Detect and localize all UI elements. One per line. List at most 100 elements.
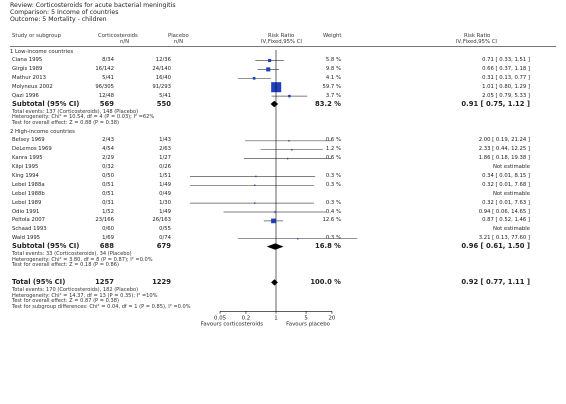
- study-square: [297, 238, 299, 240]
- treatment-events: 8/34: [102, 57, 114, 63]
- header-divider: [10, 46, 556, 47]
- total-note: Test for subgroup differences: Chi² = 0.…: [12, 303, 191, 310]
- treatment-events: 1/69: [102, 235, 114, 242]
- study-name: Kanra 1995: [12, 155, 43, 162]
- study-ci: 0.66 [ 0.37, 1.18 ]: [482, 65, 530, 72]
- treatment-events: 96/305: [95, 83, 114, 90]
- study-ci: 3.21 [ 0.13, 77.60 ]: [478, 235, 530, 242]
- study-row: Kilpi 1995 0/32 0/26 Not estimable: [0, 163, 566, 172]
- study-row: Peltola 2007 23/166 26/163 12.6 % 0.87 [ 0.5…: [0, 216, 566, 225]
- x-tick-label: 1: [274, 315, 277, 321]
- control-events: 2/63: [159, 146, 171, 153]
- study-row: King 1994 0/50 1/51 0.3 % 0.34 [ 0.01, 8.15 …: [0, 172, 566, 181]
- study-weight: 1.2 %: [325, 146, 341, 153]
- total-label: Total (95% CI): [12, 277, 66, 286]
- study-ci: 0.32 [ 0.01, 7.63 ]: [482, 199, 530, 206]
- col-control-sub: n/N: [174, 39, 184, 45]
- outcome-title: Outcome: 5 Mortality - children: [10, 16, 107, 23]
- control-events: 1/49: [159, 208, 171, 215]
- subgroup-note: Test for overall effect: Z = 0.88 (P = 0…: [12, 119, 119, 126]
- treatment-events: 0/51: [102, 181, 114, 188]
- study-row: Wald 1995 1/69 0/74 0.3 % 3.21 [ 0.13, 77.60…: [0, 234, 566, 243]
- total-note: Heterogeneity: Chi² = 14.37, df = 13 (P …: [12, 292, 158, 299]
- subtotal-control: 679: [156, 242, 171, 251]
- control-events: 16/40: [155, 74, 171, 81]
- subtotal-ci: 0.96 [ 0.61, 1.50 ]: [461, 242, 530, 251]
- pooled-diamond: [271, 279, 278, 286]
- study-weight: 0.4 %: [325, 208, 341, 215]
- col-rr2: Risk Ratio: [464, 33, 491, 39]
- favours-left-label: Favours corticosteroids: [201, 321, 263, 327]
- study-name: Odio 1991: [12, 208, 40, 215]
- subtotal-label: Subtotal (95% CI): [12, 99, 80, 108]
- study-square: [252, 76, 256, 80]
- treatment-events: 16/142: [95, 65, 114, 72]
- study-ci: 2.33 [ 0.44, 12.25 ]: [478, 146, 530, 153]
- treatment-events: 12/48: [98, 92, 114, 99]
- study-name: DeLemos 1969: [12, 146, 52, 153]
- treatment-events: 2/43: [102, 137, 114, 144]
- subgroup-note: Test for overall effect: Z = 0.18 (P = 0…: [12, 262, 119, 269]
- col-rr-sub: IV,Fixed,95% CI: [261, 39, 302, 45]
- treatment-events: 2/29: [102, 155, 114, 162]
- total-note: Total events: 170 (Corticosteroids), 182…: [12, 286, 139, 293]
- treatment-events: 4/54: [102, 146, 114, 153]
- study-ci: 1.86 [ 0.18, 19.38 ]: [478, 155, 530, 162]
- study-square: [291, 148, 293, 151]
- study-ci: 0.34 [ 0.01, 8.15 ]: [482, 172, 530, 179]
- study-name: Ciana 1995: [12, 57, 43, 63]
- study-row: Schaad 1993 0/60 0/55 Not estimable: [0, 225, 566, 234]
- study-row: Ciana 1995 8/34 12/36 5.8 % 0.71 [ 0.33, 1.5…: [0, 56, 566, 65]
- study-weight: 0.6 %: [325, 155, 341, 162]
- study-weight: 0.6 %: [325, 137, 341, 144]
- study-row: Lebel 1988a 0/51 1/49 0.3 % 0.32 [ 0.01, 7.6…: [0, 181, 566, 190]
- study-square: [268, 58, 272, 63]
- subtotal-treatment: 569: [99, 99, 114, 108]
- study-ci: 0.87 [ 0.52, 1.46 ]: [482, 217, 530, 224]
- study-square: [286, 157, 289, 160]
- treatment-events: 0/32: [102, 164, 114, 170]
- study-square: [274, 211, 276, 213]
- study-square: [254, 184, 256, 186]
- subtotal-row: Subtotal (95% CI) 688 679 16.8 % 0.96 [ 0.61…: [0, 242, 566, 251]
- control-events: 12/36: [155, 57, 171, 63]
- subtotal-weight: 16.8 %: [315, 242, 341, 251]
- study-weight: 9.8 %: [325, 65, 341, 72]
- study-ci: Not estimable: [492, 190, 530, 197]
- treatment-events: 23/166: [95, 217, 114, 224]
- subgroup-note: Total events: 137 (Corticosteroids), 148…: [12, 108, 139, 115]
- study-square: [271, 218, 276, 224]
- treatment-events: 0/51: [102, 190, 114, 197]
- study-row: Kanra 1995 2/29 1/27 0.6 % 1.86 [ 0.18, 19.3…: [0, 154, 566, 163]
- control-events: 91/293: [152, 83, 171, 90]
- col-control: Placebo: [168, 33, 189, 39]
- study-row: Girgis 1989 16/142 24/140 9.8 % 0.66 [ 0.37,…: [0, 65, 566, 74]
- study-ci: 2.05 [ 0.79, 5.33 ]: [482, 92, 530, 99]
- study-ci: 1.01 [ 0.80, 1.29 ]: [482, 83, 530, 90]
- control-events: 1/27: [159, 155, 171, 162]
- study-name: Belsey 1969: [12, 137, 45, 144]
- study-ci: 0.94 [ 0.06, 14.65 ]: [478, 208, 530, 215]
- subgroup-title: 2 High-income countries: [10, 129, 75, 136]
- study-name: Qazi 1996: [12, 92, 39, 99]
- control-events: 0/55: [159, 226, 171, 233]
- total-row: Total (95% CI) 1257 1229 100.0 % 0.92 [ 0.77…: [0, 278, 566, 287]
- col-treatment-sub: n/N: [120, 39, 130, 45]
- study-name: Molyneux 2002: [12, 83, 53, 90]
- treatment-events: 0/50: [102, 172, 114, 179]
- subtotal-label: Subtotal (95% CI): [12, 242, 80, 251]
- control-events: 0/74: [159, 235, 171, 242]
- subgroup-title: 1 Low-income countries: [10, 49, 74, 55]
- study-weight: 12.6 %: [322, 217, 341, 224]
- control-events: 0/49: [159, 190, 171, 197]
- study-square: [266, 67, 271, 72]
- study-row: Belsey 1969 2/43 1/43 0.6 % 2.00 [ 0.19, 21.…: [0, 136, 566, 145]
- x-tick-label: 0.2: [242, 315, 251, 321]
- study-square: [288, 140, 290, 142]
- study-ci: 0.31 [ 0.13, 0.77 ]: [482, 74, 530, 81]
- x-tick-label: 0.05: [214, 315, 226, 321]
- subgroup-note: Heterogeneity: Chi² = 3.80, df = 8 (P = …: [12, 256, 153, 263]
- study-row: DeLemos 1969 4/54 2/63 1.2 % 2.33 [ 0.44, 12…: [0, 145, 566, 154]
- study-ci: Not estimable: [492, 226, 530, 233]
